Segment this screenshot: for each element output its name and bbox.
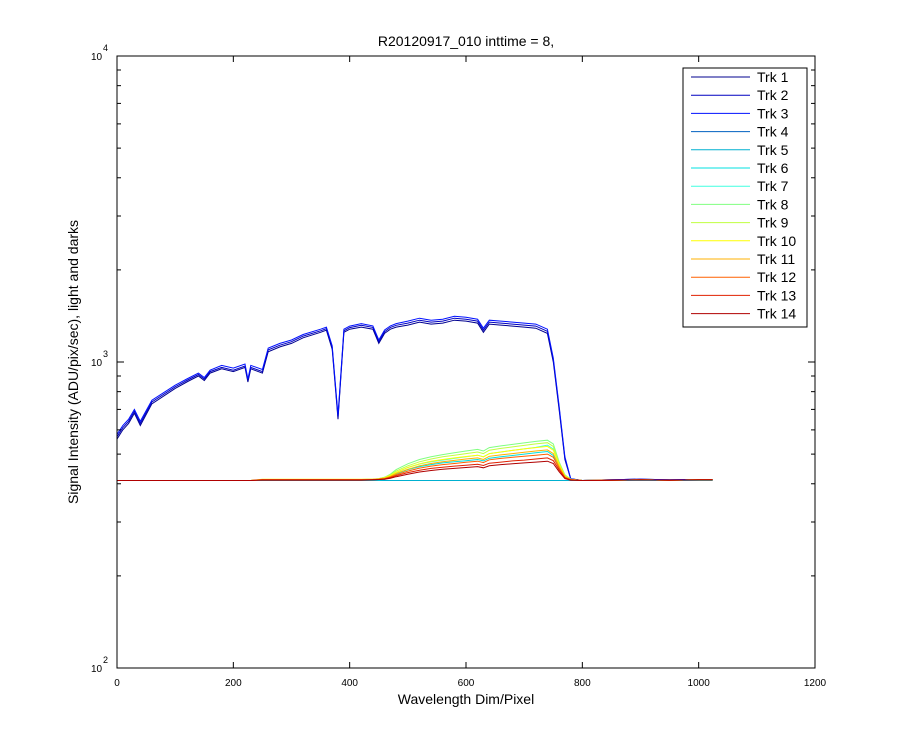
legend-box [682, 67, 808, 328]
x-tick-label: 600 [458, 678, 475, 689]
series-layer [116, 315, 713, 482]
chart-title: R20120917_010 inttime = 8, [378, 33, 554, 49]
y-tick-exponent: 3 [103, 349, 108, 359]
series-line-3 [116, 315, 713, 482]
y-tick-label: 10 [91, 52, 103, 63]
y-axis-label: Signal Intensity (ADU/pix/sec), light an… [65, 220, 81, 504]
legend-label: Trk 10 [757, 233, 796, 249]
x-tick-label: 1200 [804, 678, 827, 689]
x-tick-label: 400 [341, 678, 358, 689]
legend-label: Trk 9 [757, 215, 789, 231]
x-tick-label: 200 [225, 678, 242, 689]
legend-label: Trk 4 [757, 124, 789, 140]
x-axis-label: Wavelength Dim/Pixel [398, 691, 534, 707]
legend-label: Trk 2 [757, 87, 789, 103]
legend-label: Trk 13 [757, 287, 796, 303]
legend-label: Trk 12 [757, 269, 796, 285]
x-tick-label: 0 [114, 678, 120, 689]
legend-label: Trk 7 [757, 178, 789, 194]
y-tick-exponent: 4 [103, 43, 108, 53]
y-tick-exponent: 2 [103, 655, 108, 665]
legend-label: Trk 8 [757, 196, 789, 212]
x-tick-label: 800 [574, 678, 591, 689]
legend-label: Trk 5 [757, 142, 789, 158]
x-tick-label: 1000 [688, 678, 711, 689]
legend-label: Trk 6 [757, 160, 789, 176]
y-tick-label: 10 [91, 358, 103, 369]
legend: Trk 1 Trk 2 Trk 3 Trk 4 Trk 5 Trk 6 Trk 7 Trk 8… [682, 67, 808, 328]
legend-label: Trk 1 [757, 69, 789, 85]
series-line-14 [117, 460, 713, 482]
y-tick-label: 10 [91, 664, 103, 675]
legend-label: Trk 11 [757, 251, 795, 267]
legend-label: Trk 3 [757, 105, 789, 121]
legend-label: Trk 14 [757, 306, 796, 322]
